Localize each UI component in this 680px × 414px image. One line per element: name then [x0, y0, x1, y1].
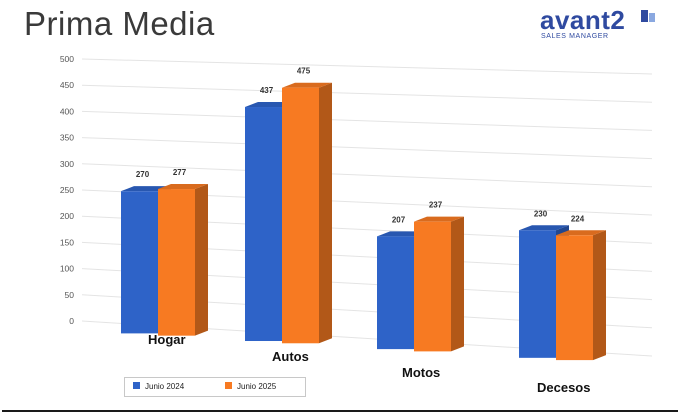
- data-label: 277: [173, 168, 187, 177]
- x-category-label: Motos: [402, 365, 440, 380]
- bar-hogar-series-2: [158, 184, 208, 336]
- chart-legend: Junio 2024 Junio 2025: [124, 377, 306, 397]
- data-label: 224: [571, 214, 585, 223]
- y-tick-label: 0: [69, 316, 74, 326]
- bar-side-face: [451, 216, 464, 352]
- bar-front-face: [556, 235, 593, 361]
- bar-front-face: [121, 191, 158, 334]
- legend-swatch-series-1: [133, 382, 140, 389]
- legend-label-series-1: Junio 2024: [145, 382, 185, 391]
- x-category-label: Autos: [272, 349, 309, 364]
- bar-decesos-series-2: [556, 230, 606, 361]
- data-label: 230: [534, 209, 548, 218]
- gridline: [81, 137, 653, 160]
- y-tick-label: 300: [60, 159, 74, 169]
- logo-mark-icon: [641, 10, 655, 22]
- y-tick-label: 350: [60, 133, 74, 143]
- y-tick-label: 50: [65, 290, 75, 300]
- y-tick-label: 500: [60, 54, 74, 64]
- bar-front-face: [158, 189, 195, 336]
- legend-item-series-1: Junio 2024: [133, 382, 184, 391]
- bar-front-face: [377, 236, 414, 350]
- bar-top-face: [556, 230, 606, 236]
- y-tick-label: 400: [60, 106, 74, 116]
- y-tick-label: 250: [60, 185, 74, 195]
- y-tick-label: 150: [60, 237, 74, 247]
- gridline: [81, 58, 653, 75]
- data-label: 270: [136, 170, 150, 179]
- x-category-label: Hogar: [148, 332, 186, 347]
- legend-label-series-2: Junio 2025: [237, 382, 277, 391]
- brand-logo: avant2 SALES MANAGER: [540, 5, 670, 45]
- y-tick-label: 200: [60, 211, 74, 221]
- bar-side-face: [593, 230, 606, 361]
- gridline: [81, 163, 653, 188]
- y-tick-label: 100: [60, 264, 74, 274]
- data-label: 437: [260, 86, 274, 95]
- bar-autos-series-2: [282, 82, 332, 344]
- legend-swatch-series-2: [225, 382, 232, 389]
- data-label: 207: [392, 215, 406, 224]
- gridline: [81, 84, 653, 103]
- bar-front-face: [519, 230, 556, 358]
- page-title: Prima Media: [24, 5, 215, 42]
- y-tick-label: 450: [60, 80, 74, 90]
- data-label: 475: [297, 67, 311, 76]
- bar-front-face: [282, 87, 319, 344]
- legend-item-series-2: Junio 2025: [225, 382, 276, 391]
- bar-front-face: [414, 221, 451, 352]
- x-category-label: Decesos: [537, 380, 590, 395]
- bar-side-face: [195, 184, 208, 336]
- bar-motos-series-2: [414, 216, 464, 352]
- bar-top-face: [414, 216, 464, 222]
- gridline: [81, 110, 653, 131]
- data-label: 237: [429, 201, 443, 210]
- logo-subtext: SALES MANAGER: [541, 33, 609, 40]
- logo-wordmark: avant2: [540, 5, 626, 35]
- bar-top-face: [158, 184, 208, 190]
- bar-front-face: [245, 107, 282, 342]
- bar-top-face: [282, 82, 332, 88]
- bar-top-face: [519, 225, 569, 231]
- bar-side-face: [319, 82, 332, 344]
